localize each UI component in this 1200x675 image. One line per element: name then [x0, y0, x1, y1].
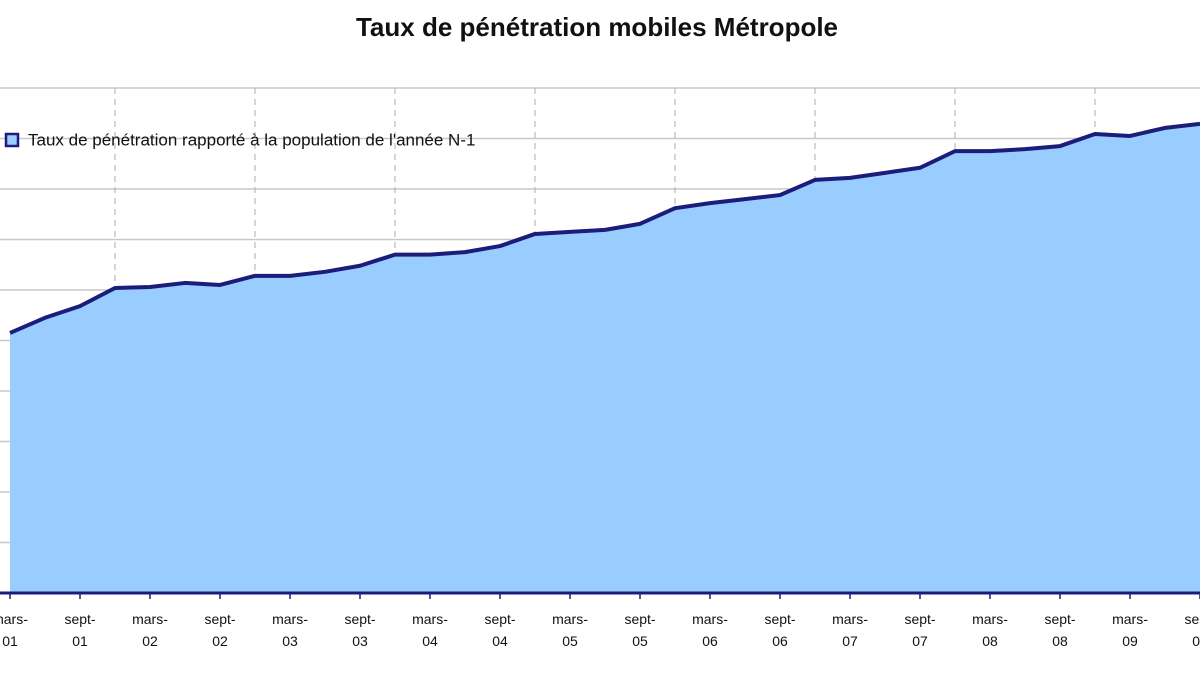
- legend-swatch: [4, 132, 20, 148]
- chart-title: Taux de pénétration mobiles Métropole: [356, 12, 838, 42]
- area: [10, 123, 1200, 593]
- x-tick-label: mars-05: [552, 611, 588, 649]
- legend-label: Taux de pénétration rapporté à la popula…: [28, 130, 475, 149]
- x-tick-label: sept-08: [1044, 611, 1076, 649]
- x-tick-label: sept-02: [204, 611, 236, 649]
- x-tick-label: sept-01: [64, 611, 96, 649]
- x-tick-label: mars-03: [272, 611, 308, 649]
- x-tick-label: mars-02: [132, 611, 168, 649]
- line: [9, 121, 1200, 335]
- x-tick-label: mars-06: [692, 611, 728, 649]
- x-tick-label: sept-06: [764, 611, 796, 649]
- x-tick-label: sept-03: [344, 611, 376, 649]
- x-tick-label: mars-04: [412, 611, 448, 649]
- x-tick-label: sept-09: [1184, 611, 1200, 649]
- x-tick-label: mars-09: [1112, 611, 1148, 649]
- x-tick-label: mars-08: [972, 611, 1008, 649]
- x-tick-label: mars-07: [832, 611, 868, 649]
- x-tick-label: sept-04: [484, 611, 516, 649]
- legend: Taux de pénétration rapporté à la popula…: [4, 130, 475, 149]
- x-tick-label: sept-07: [904, 611, 936, 649]
- x-tick-label: sept-05: [624, 611, 656, 649]
- x-tick-label: mars-01: [0, 611, 28, 649]
